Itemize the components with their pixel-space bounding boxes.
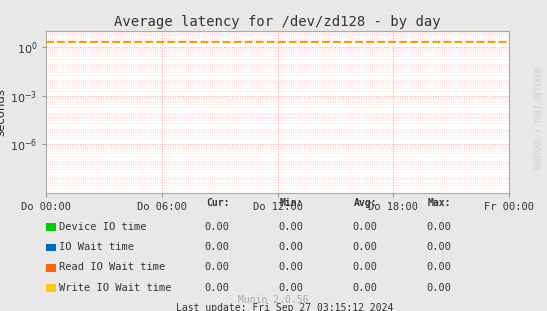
Text: 0.00: 0.00: [205, 262, 230, 272]
Text: 0.00: 0.00: [205, 283, 230, 293]
Text: Write IO Wait time: Write IO Wait time: [59, 283, 171, 293]
Text: 0.00: 0.00: [278, 242, 304, 252]
Text: 0.00: 0.00: [278, 283, 304, 293]
Text: 0.00: 0.00: [352, 283, 377, 293]
Text: Device IO time: Device IO time: [59, 222, 146, 232]
Text: Munin 2.0.56: Munin 2.0.56: [238, 295, 309, 305]
Text: Read IO Wait time: Read IO Wait time: [59, 262, 165, 272]
Text: 0.00: 0.00: [205, 222, 230, 232]
Text: 0.00: 0.00: [426, 242, 451, 252]
Text: 0.00: 0.00: [426, 283, 451, 293]
Text: 0.00: 0.00: [352, 242, 377, 252]
Text: Min:: Min:: [280, 198, 304, 208]
Text: Cur:: Cur:: [206, 198, 230, 208]
Text: 0.00: 0.00: [426, 262, 451, 272]
Text: 0.00: 0.00: [278, 222, 304, 232]
Text: 0.00: 0.00: [205, 242, 230, 252]
Text: 0.00: 0.00: [352, 222, 377, 232]
Text: Max:: Max:: [428, 198, 451, 208]
Text: Avg:: Avg:: [354, 198, 377, 208]
Text: RRDTOOL / TOBI OETIKER: RRDTOOL / TOBI OETIKER: [534, 67, 543, 169]
Text: 0.00: 0.00: [352, 262, 377, 272]
Text: IO Wait time: IO Wait time: [59, 242, 133, 252]
Text: 0.00: 0.00: [278, 262, 304, 272]
Text: Last update: Fri Sep 27 03:15:12 2024: Last update: Fri Sep 27 03:15:12 2024: [177, 303, 394, 311]
Y-axis label: seconds: seconds: [0, 88, 8, 136]
Title: Average latency for /dev/zd128 - by day: Average latency for /dev/zd128 - by day: [114, 15, 441, 29]
Text: 0.00: 0.00: [426, 222, 451, 232]
